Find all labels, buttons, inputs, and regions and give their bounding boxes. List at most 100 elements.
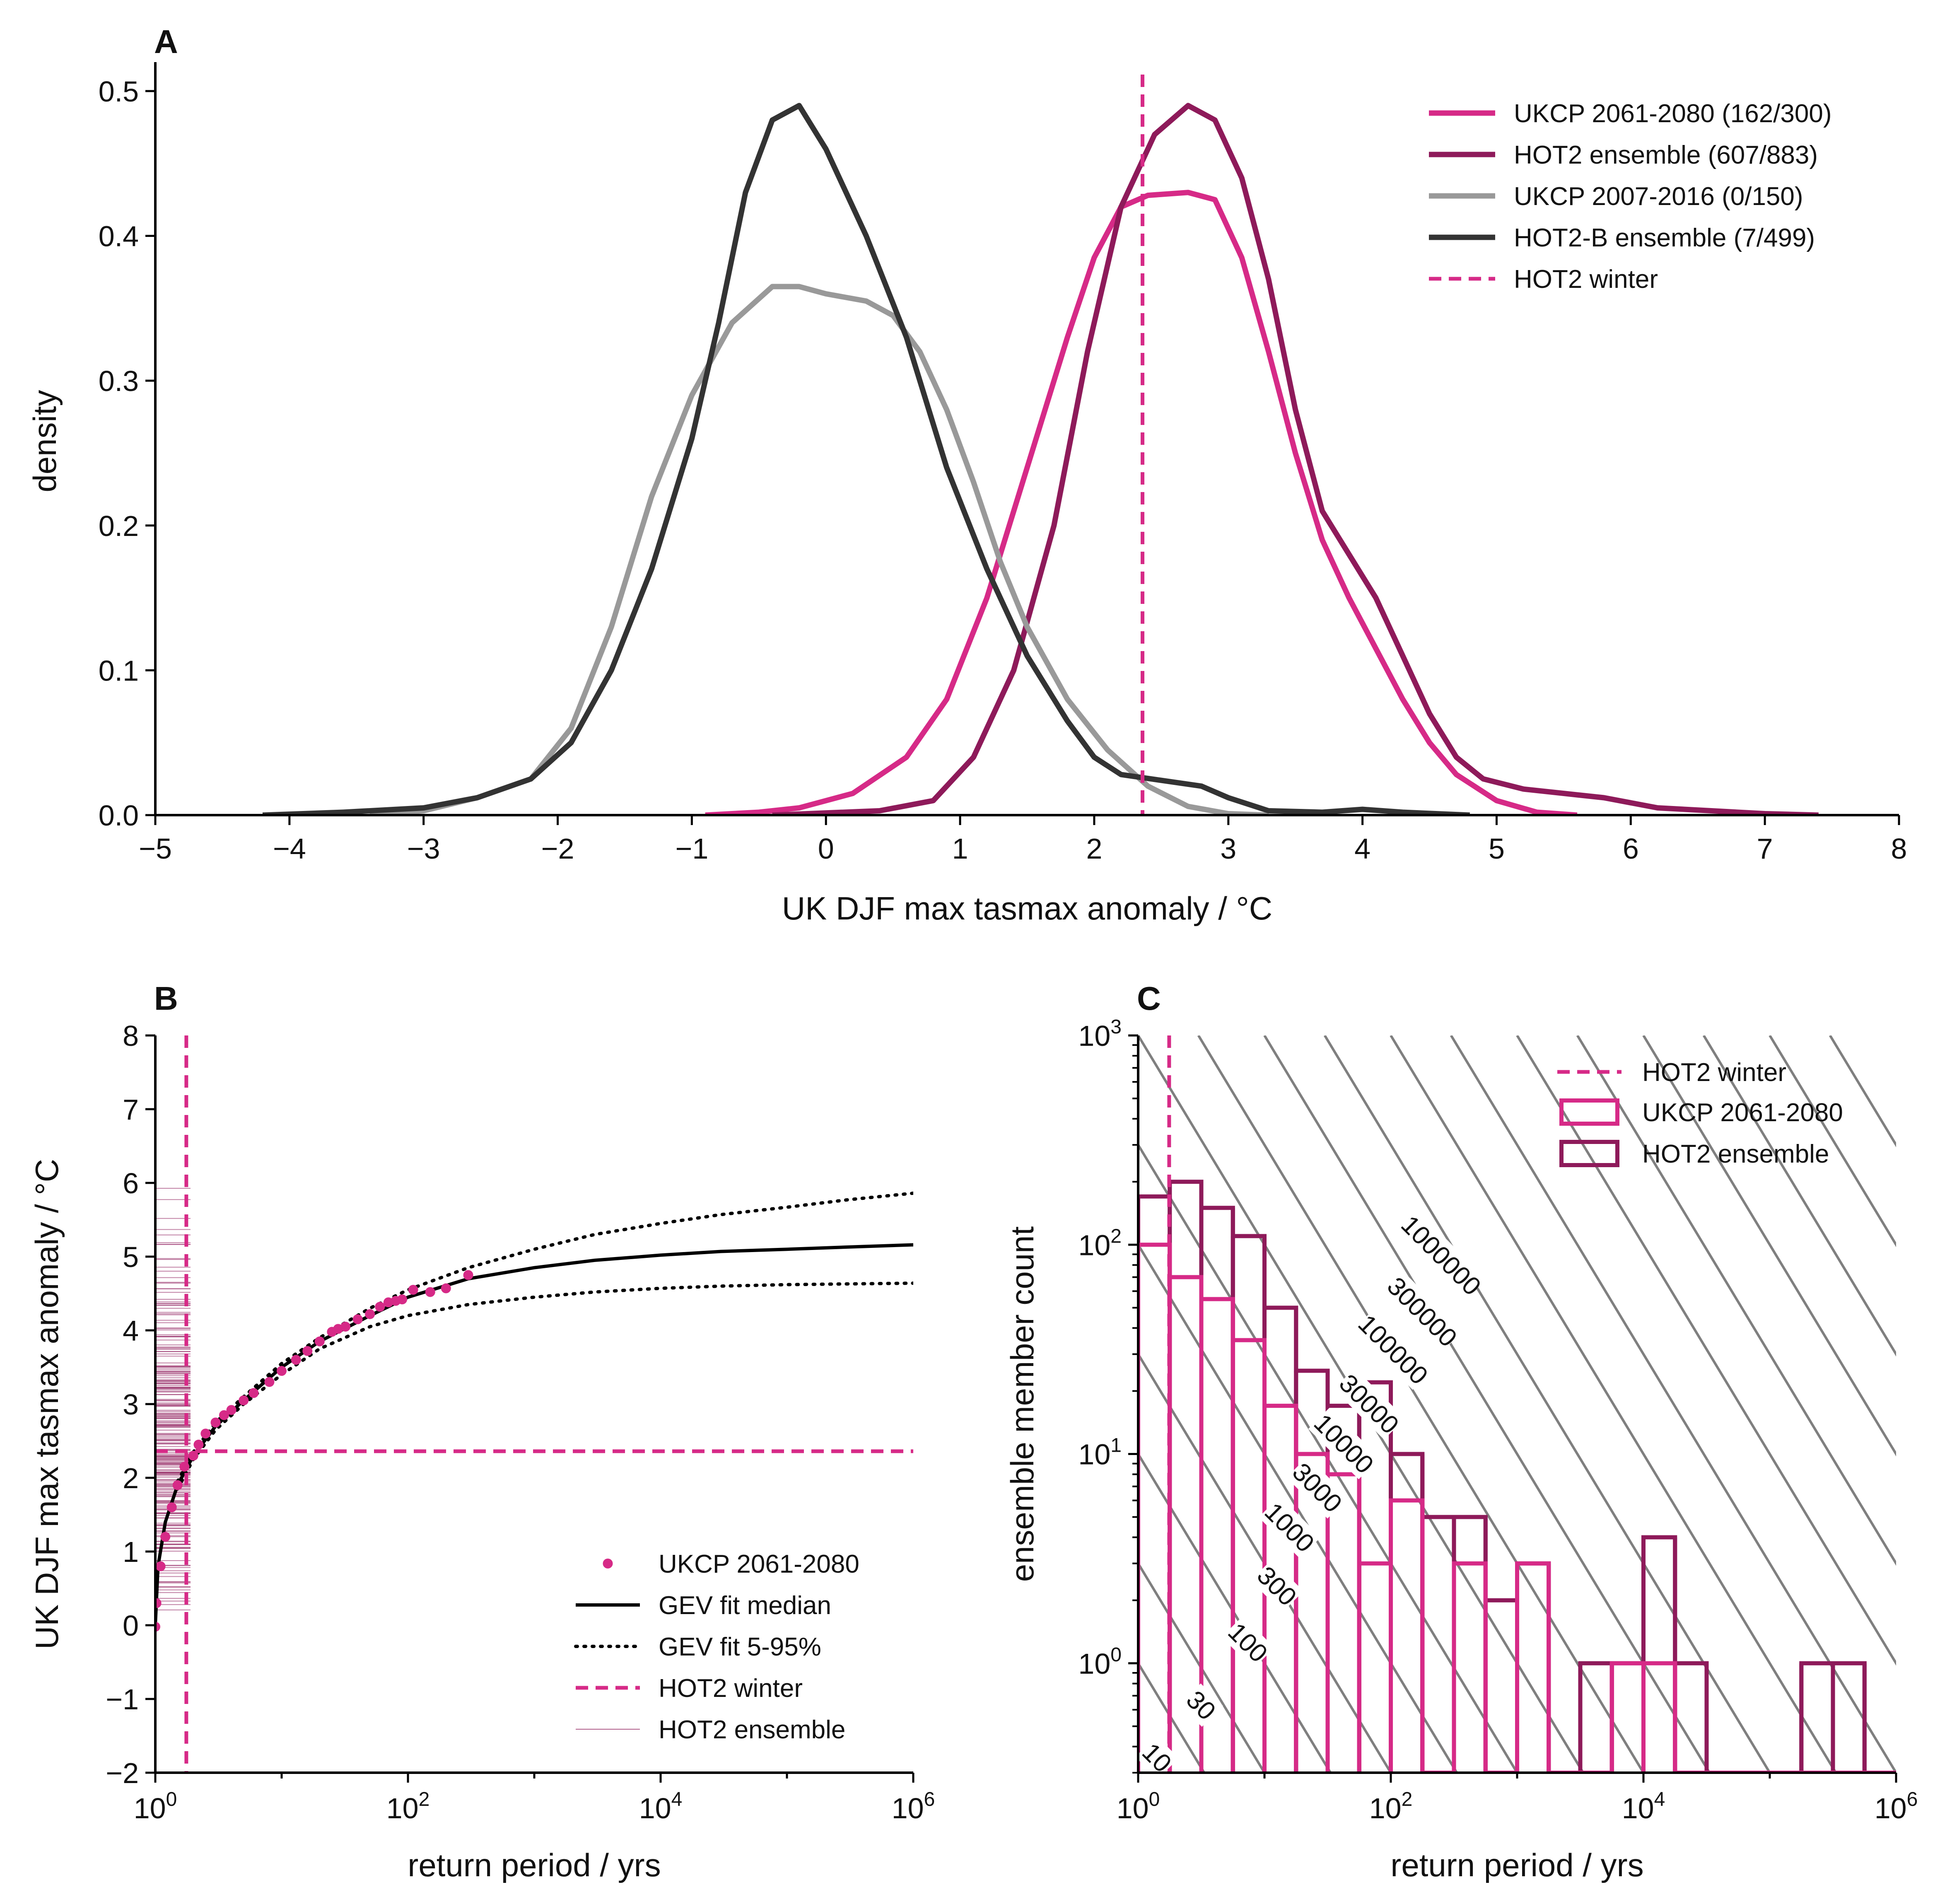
panel-a-xtick-label: −4 [273, 833, 306, 865]
panel-b-ukcp-point [160, 1532, 171, 1542]
panel-a-ytick-label: 0.2 [99, 510, 139, 542]
panel-c-x-ticks: 100 102 104 106 [1117, 1773, 1918, 1824]
panel-c-contour-label-bg [1259, 1496, 1321, 1559]
panel-a-series-line-3 [262, 103, 1470, 815]
panel-b-ytick-label: −1 [106, 1683, 139, 1716]
panel-a-xlabel: UK DJF max tasmax anomaly / °C [782, 890, 1272, 927]
panel-b-ytick-label: 4 [123, 1315, 139, 1347]
panel-b-ukcp-point [365, 1309, 375, 1319]
panel-a-series-line-0 [705, 190, 1578, 815]
panel-c-legend: HOT2 winter UKCP 2061-2080 HOT2 ensemble [1557, 1058, 1843, 1168]
panel-b-legend-swatch [603, 1559, 613, 1569]
panel-a-density-chart: −5 −4 −3 −2 −1 0 1 2 3 4 5 6 7 8 0.0 0.1 0.2 0.3 0.4 0.5 U… [27, 23, 1907, 927]
panel-c-contour-line [1769, 1035, 1896, 1248]
panel-b-ukcp-point [264, 1377, 275, 1387]
panel-b-ukcp-point [277, 1366, 287, 1376]
panel-c-contour-line [1702, 1035, 1896, 1357]
panel-b-xtick-label: 100 [134, 1788, 177, 1824]
panel-c-letter: C [1137, 980, 1161, 1017]
panel-c-contour-line [1263, 1035, 1711, 1773]
panel-b-ukcp-point [166, 1502, 177, 1513]
panel-b-xtick-label: 102 [386, 1788, 430, 1824]
panel-b-ytick-label: 6 [123, 1167, 139, 1199]
panel-b-ytick-label: 0 [123, 1610, 139, 1642]
panel-a-xtick-label: 3 [1220, 833, 1236, 865]
panel-c-contour-label-bg [1286, 1456, 1349, 1519]
panel-b-letter: B [154, 980, 178, 1017]
panel-c-contour-line [1138, 1561, 1266, 1773]
panel-a-legend: UKCP 2061-2080 (162/300) HOT2 ensemble (6… [1429, 99, 1832, 294]
panel-c-ytick-label: 102 [1078, 1225, 1122, 1261]
panel-b-xtick-label: 104 [639, 1788, 683, 1824]
panel-a-legend-label: UKCP 2007-2016 (0/150) [1514, 182, 1803, 211]
panel-b-ukcp-point [219, 1410, 229, 1420]
panel-c-contour-line [1642, 1035, 1896, 1457]
panel-a-xtick-label: 5 [1489, 833, 1505, 865]
panel-b-legend-label: GEV fit 5-95% [659, 1633, 821, 1661]
panel-b-ukcp-point [249, 1388, 259, 1398]
panel-b-ukcp-point [408, 1285, 418, 1295]
panel-a-ytick-label: 0.1 [99, 654, 139, 687]
panel-b-gev-upper-line [176, 1191, 913, 1483]
panel-b-y-ticks: −2 −1 0 1 2 3 4 5 6 7 8 [106, 1020, 155, 1789]
panel-c-contour-line [1576, 1035, 1896, 1566]
panel-b-ukcp-point [239, 1395, 249, 1406]
panel-a-xtick-label: 7 [1757, 833, 1773, 865]
panel-a-legend-label: HOT2 ensemble (607/883) [1514, 141, 1818, 169]
panel-b-ukcp-point [200, 1429, 211, 1439]
panel-b-ukcp-point [397, 1294, 408, 1305]
panel-b-x-ticks: 100 102 104 106 [134, 1773, 935, 1824]
panel-c-contour-line [1450, 1035, 1896, 1773]
panel-c-contour-line [1197, 1035, 1645, 1773]
panel-c-legend-label: UKCP 2061-2080 [1642, 1098, 1843, 1127]
panel-c-xtick-label: 100 [1117, 1788, 1160, 1824]
panel-c-contour-label-bg [1308, 1408, 1380, 1479]
panel-b-ukcp-point [210, 1417, 221, 1428]
panel-b-gev-lower-line [176, 1281, 913, 1491]
panel-a-ylabel: density [27, 390, 63, 492]
panel-c-contour-label-bg [1333, 1368, 1405, 1440]
panel-b-ukcp-point [352, 1314, 363, 1325]
panel-a-xtick-label: 0 [818, 833, 834, 865]
panel-c-legend-swatch [1559, 1140, 1619, 1167]
panel-a-ytick-label: 0.3 [99, 365, 139, 397]
panel-b-ytick-label: 7 [123, 1093, 139, 1126]
panel-b-ukcp-point [155, 1561, 166, 1571]
panel-a-ytick-label: 0.5 [99, 75, 139, 108]
panel-b-ytick-label: −2 [106, 1757, 139, 1789]
panel-b-legend: UKCP 2061-2080 GEV fit median GEV fit 5-95… [574, 1550, 859, 1744]
panel-b-ukcp-point [375, 1302, 385, 1312]
panel-b-legend-label: UKCP 2061-2080 [659, 1550, 859, 1578]
panel-c-contour-label-bg [1221, 1616, 1274, 1669]
panel-c-contour-label-bg [1396, 1210, 1486, 1301]
panel-c-ytick-label: 101 [1078, 1435, 1122, 1471]
panel-b-xtick-label: 106 [892, 1788, 935, 1824]
panel-b-ytick-label: 2 [123, 1462, 139, 1494]
panel-b-ytick-label: 8 [123, 1020, 139, 1052]
panel-c-contour-label-bg [1250, 1559, 1304, 1612]
panel-a-xtick-label: 6 [1623, 833, 1639, 865]
panel-a-letter: A [154, 23, 178, 60]
panel-b-ukcp-point [172, 1480, 183, 1490]
panel-a-xtick-label: −5 [139, 833, 172, 865]
panel-b-ukcp-points [155, 1270, 473, 1632]
panel-a-legend-label: UKCP 2061-2080 (162/300) [1514, 99, 1832, 128]
panel-a-x-ticks: −5 −4 −3 −2 −1 0 1 2 3 4 5 6 7 8 [139, 815, 1907, 865]
panel-b-xlabel: return period / yrs [408, 1847, 661, 1883]
panel-c-contour-line [1390, 1035, 1837, 1773]
panel-a-xtick-label: 8 [1891, 833, 1907, 865]
panel-b-ukcp-point [291, 1355, 301, 1365]
panel-c-contour-line [1516, 1035, 1896, 1666]
panel-b-ukcp-point [193, 1439, 204, 1450]
panel-b-ytick-label: 1 [123, 1536, 139, 1568]
panel-b-ukcp-point [302, 1346, 313, 1356]
panel-b-ukcp-point [226, 1405, 236, 1415]
panel-c-contour-label-bg [1353, 1309, 1434, 1390]
panel-c-xtick-label: 102 [1369, 1788, 1413, 1824]
panel-c-ytick-label: 103 [1078, 1016, 1122, 1052]
panel-a-series-line-1 [772, 103, 1819, 815]
panel-c-ytick-label: 100 [1078, 1644, 1122, 1680]
panel-a-y-ticks: 0.0 0.1 0.2 0.3 0.4 0.5 [99, 75, 155, 832]
panel-c-contour-label-bg [1382, 1271, 1463, 1352]
